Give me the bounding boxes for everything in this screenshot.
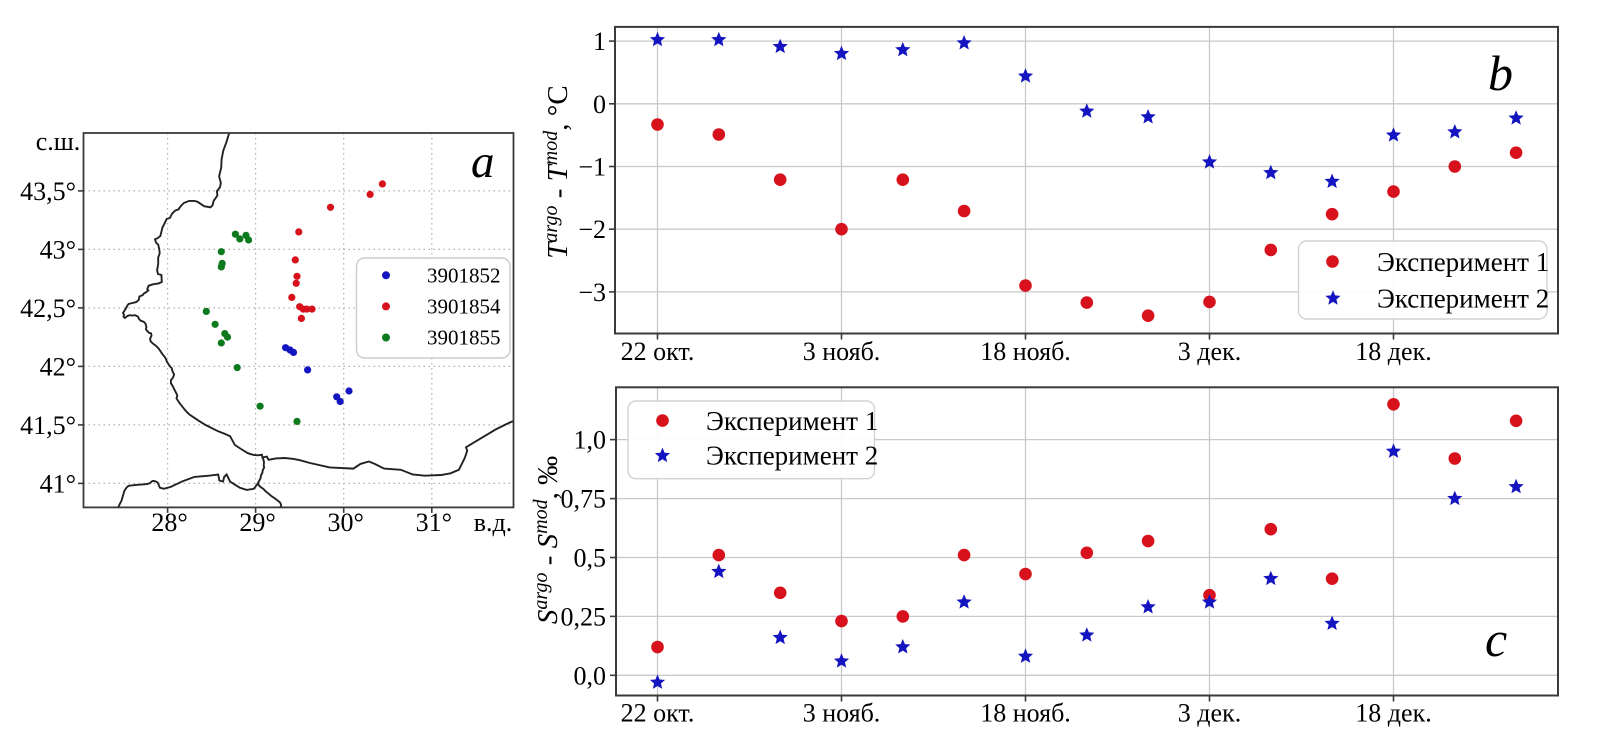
svg-text:43°: 43° <box>40 235 76 264</box>
svg-text:a: a <box>471 136 495 188</box>
svg-text:22 окт.: 22 окт. <box>621 699 695 728</box>
svg-text:Эксперимент 2: Эксперимент 2 <box>1377 284 1549 314</box>
svg-text:18 нояб.: 18 нояб. <box>980 337 1071 366</box>
svg-text:Эксперимент 1: Эксперимент 1 <box>1377 247 1549 277</box>
svg-text:3901854: 3901854 <box>427 295 501 319</box>
svg-text:3901852: 3901852 <box>427 263 501 287</box>
svg-text:Targo - Tmod, °C: Targo - Tmod, °C <box>540 85 574 258</box>
svg-text:b: b <box>1488 45 1513 101</box>
svg-text:29°: 29° <box>239 508 275 537</box>
svg-text:Эксперимент 2: Эксперимент 2 <box>706 441 878 471</box>
svg-text:−3: −3 <box>578 278 606 307</box>
svg-text:42,5°: 42,5° <box>20 294 76 323</box>
svg-text:c: c <box>1485 611 1507 667</box>
svg-text:3 нояб.: 3 нояб. <box>803 337 881 366</box>
svg-text:−1: −1 <box>578 153 606 182</box>
svg-text:41,5°: 41,5° <box>20 411 76 440</box>
svg-text:18 нояб.: 18 нояб. <box>980 699 1071 728</box>
svg-text:30°: 30° <box>327 508 363 537</box>
svg-text:18 дек.: 18 дек. <box>1355 337 1431 366</box>
svg-text:0,75: 0,75 <box>561 485 607 514</box>
svg-text:22 окт.: 22 окт. <box>621 337 695 366</box>
svg-text:0: 0 <box>593 90 606 119</box>
svg-text:3901855: 3901855 <box>427 326 501 350</box>
svg-text:0,25: 0,25 <box>561 602 607 631</box>
svg-text:43,5°: 43,5° <box>20 177 76 206</box>
svg-text:3 дек.: 3 дек. <box>1178 337 1241 366</box>
svg-text:18 дек.: 18 дек. <box>1355 699 1431 728</box>
svg-text:28°: 28° <box>151 508 187 537</box>
svg-text:0,5: 0,5 <box>574 544 607 573</box>
svg-text:1: 1 <box>593 27 606 56</box>
svg-text:31°: 31° <box>416 508 452 537</box>
svg-text:−2: −2 <box>578 215 606 244</box>
svg-text:0,0: 0,0 <box>574 661 607 690</box>
svg-text:1,0: 1,0 <box>574 426 607 455</box>
svg-text:42°: 42° <box>40 352 76 381</box>
svg-text:Sargo - Smod, ‰: Sargo - Smod, ‰ <box>530 456 564 624</box>
svg-text:3 дек.: 3 дек. <box>1178 699 1241 728</box>
svg-text:41°: 41° <box>40 469 76 498</box>
svg-text:в.д.: в.д. <box>474 508 513 537</box>
svg-text:с.ш.: с.ш. <box>36 127 81 156</box>
svg-text:3 нояб.: 3 нояб. <box>803 699 881 728</box>
svg-text:Эксперимент 1: Эксперимент 1 <box>706 406 878 436</box>
